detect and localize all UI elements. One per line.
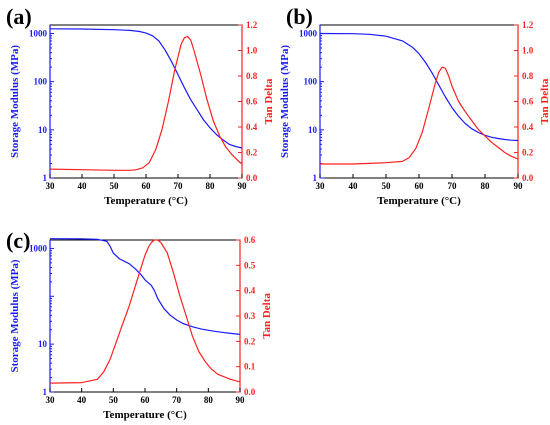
panel-label: (c) (6, 228, 30, 253)
panel-label: (a) (6, 4, 32, 29)
y-right-axis-title: Tan Delta (261, 293, 273, 339)
x-tick-label: 60 (415, 181, 425, 191)
y-right-tick-label: 0.2 (244, 336, 256, 346)
chart-panel-3: (c) 30 40 50 60 70 80 90 1 10 1000 0.0 0.1 0.2 0.3 0.4 0… (6, 228, 273, 421)
y-right-tick-label: 0.2 (246, 148, 258, 158)
y-right-tick-label: 0.0 (522, 173, 534, 183)
y-right-tick-label: 1.0 (522, 46, 534, 56)
y-right-axis-title: Tan Delta (263, 78, 275, 124)
chart-panel-1: (a) 30 40 50 60 70 80 90 1 10 100 1000 0.0 0.2 0.4 0.6 0… (6, 4, 275, 207)
x-tick-label: 70 (174, 181, 184, 191)
x-tick-label: 90 (514, 181, 524, 191)
storage-modulus-line (319, 32, 519, 142)
y-left-tick-label: 1000 (299, 28, 318, 38)
y-left-tick-label: 1 (43, 173, 48, 183)
x-axis-title: Temperature (°C) (103, 409, 187, 421)
x-tick-label: 30 (316, 181, 326, 191)
x-tick-label: 40 (77, 395, 87, 405)
x-tick-label: 60 (142, 181, 152, 191)
x-tick-label: 40 (78, 181, 88, 191)
storage-modulus-line (49, 238, 241, 335)
x-tick-label: 70 (448, 181, 458, 191)
x-tick-label: 70 (172, 395, 182, 405)
plot-frame (319, 24, 519, 179)
chart-panel-2: (b) 30 40 50 60 70 80 90 1 10 100 1000 0.0 0.2 0.4 0.6 0… (279, 4, 550, 207)
y-left-tick-label: 1000 (29, 243, 48, 253)
x-axis-title: Temperature (°C) (377, 195, 461, 207)
y-left-tick-label: 100 (34, 77, 48, 87)
tan-delta-line (320, 66, 519, 165)
y-left-tick-label: 100 (304, 77, 318, 87)
x-tick-label: 80 (481, 181, 491, 191)
y-left-tick-label: 1 (43, 387, 48, 397)
y-right-tick-label: 0.6 (244, 235, 256, 245)
y-left-tick-label: 10 (308, 125, 318, 135)
y-left-tick-label: 10 (38, 339, 48, 349)
y-right-tick-label: 0.2 (522, 148, 534, 158)
plot-frame (49, 24, 243, 179)
y-right-tick-label: 1.0 (246, 46, 258, 56)
y-right-tick-label: 0.6 (246, 97, 258, 107)
y-left-tick-label: 10 (38, 125, 48, 135)
x-tick-label: 60 (141, 395, 151, 405)
y-right-tick-label: 0.4 (522, 122, 534, 132)
x-tick-label: 90 (238, 181, 248, 191)
y-right-tick-label: 0.4 (246, 122, 258, 132)
y-right-tick-label: 1.2 (246, 20, 258, 30)
x-tick-label: 90 (236, 395, 246, 405)
y-right-tick-label: 0.1 (244, 362, 256, 372)
x-tick-label: 80 (204, 395, 214, 405)
y-left-tick-label: 1 (313, 173, 318, 183)
y-right-tick-label: 0.0 (246, 173, 258, 183)
panel-label: (b) (286, 4, 313, 29)
y-right-tick-label: 0.4 (244, 286, 256, 296)
y-right-tick-label: 0.3 (244, 311, 256, 321)
x-tick-label: 50 (110, 181, 120, 191)
x-tick-label: 30 (46, 181, 56, 191)
x-tick-label: 50 (109, 395, 119, 405)
y-right-tick-label: 0.0 (244, 387, 256, 397)
y-right-tick-label: 0.6 (522, 97, 534, 107)
tan-delta-line (49, 35, 243, 171)
y-left-axis-title: Storage Modulus (MPa) (279, 45, 291, 158)
y-right-tick-label: 1.2 (522, 20, 534, 30)
tan-delta-line (49, 239, 241, 384)
y-right-axis-title: Tan Delta (539, 78, 550, 124)
y-left-axis-title: Storage Modulus (MPa) (9, 259, 21, 372)
x-tick-label: 50 (382, 181, 392, 191)
y-left-tick-label: 1000 (29, 28, 48, 38)
storage-modulus-line (49, 28, 243, 149)
y-right-tick-label: 0.5 (244, 260, 256, 270)
x-tick-label: 80 (206, 181, 216, 191)
y-right-tick-label: 0.8 (246, 71, 258, 81)
x-tick-label: 40 (349, 181, 359, 191)
x-axis-title: Temperature (°C) (104, 195, 188, 207)
x-tick-label: 30 (46, 395, 56, 405)
y-right-tick-label: 0.8 (522, 71, 534, 81)
y-left-axis-title: Storage Modulus (MPa) (9, 45, 21, 158)
